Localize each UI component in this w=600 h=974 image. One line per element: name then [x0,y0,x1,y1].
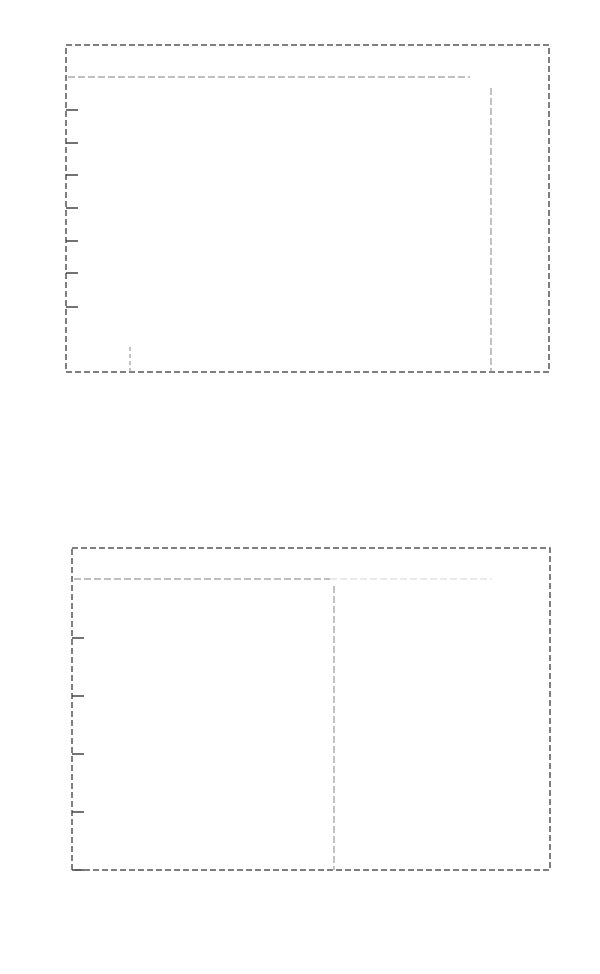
top-panel-tick-marks [66,110,78,307]
top-panel-frame [66,45,549,372]
bottom-panel-tick-marks [72,638,84,870]
bottom-panel-frame [72,548,550,870]
bottom-panel [72,548,550,870]
top-panel [66,45,549,372]
